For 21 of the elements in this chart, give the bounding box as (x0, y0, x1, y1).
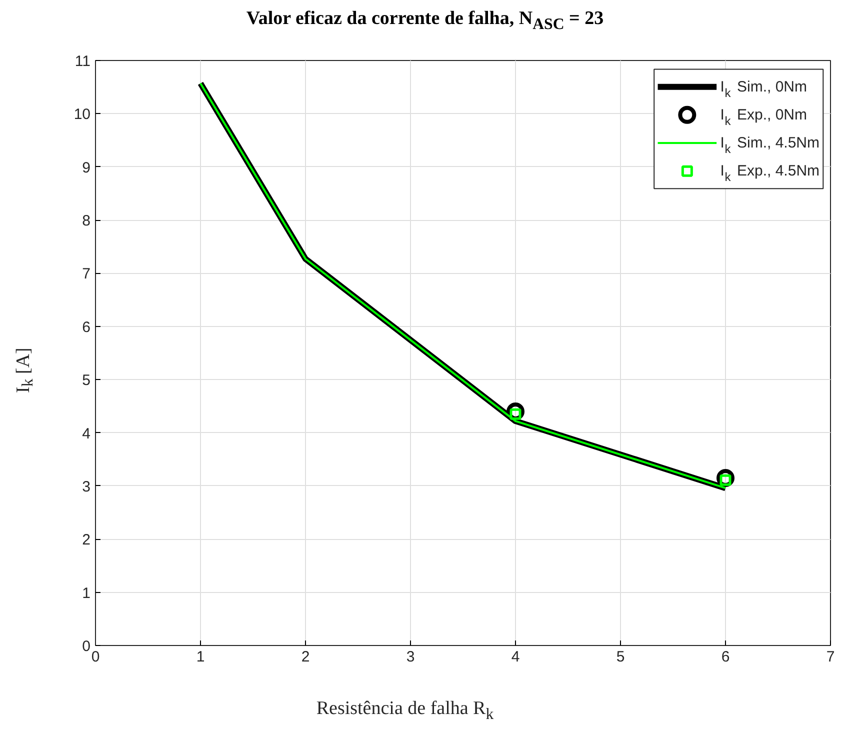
y-tick-label: 8 (82, 212, 90, 230)
x-tick-label: 4 (511, 648, 520, 666)
x-tick-label: 6 (721, 648, 730, 666)
x-axis-title: Resistência de falha R$_{k}$ (316, 697, 494, 725)
y-tick-label: 9 (82, 159, 90, 176)
y-tick-label: 10 (74, 106, 91, 124)
y-tick-label: 1 (82, 584, 90, 602)
x-tick-label: 1 (196, 648, 205, 666)
x-tick-label: 3 (406, 648, 415, 666)
y-tick-label: 0 (82, 638, 90, 655)
x-tick-label: 7 (826, 648, 835, 666)
x-tick-label: 2 (301, 648, 310, 666)
chart-title: Valor eficaz da corrente de falha, N$_{ASC}$ = 23 (246, 7, 604, 35)
y-tick-label: 4 (82, 425, 90, 442)
y-tick-label: 11 (74, 53, 91, 70)
y-tick-label: 2 (82, 532, 90, 549)
y-tick-label: 6 (82, 318, 90, 336)
y-tick-label: 5 (82, 372, 90, 390)
x-tick-label: 5 (616, 648, 625, 666)
y-tick-label: 3 (82, 478, 90, 496)
y-tick-label: 7 (82, 266, 90, 283)
